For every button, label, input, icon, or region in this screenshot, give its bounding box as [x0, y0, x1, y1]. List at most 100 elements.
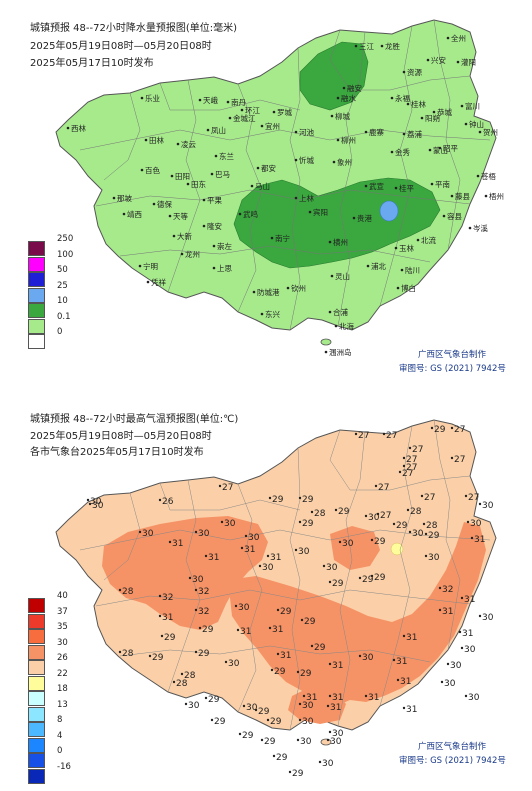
city-marker: 宾阳 [308, 207, 328, 217]
city-label: 平果 [207, 196, 222, 205]
city-marker: 靖西 [122, 209, 142, 219]
temp-station-marker: 30 [322, 563, 338, 573]
city-dot [438, 146, 442, 150]
temp-station-marker: 30 [364, 513, 380, 523]
temp-station-dot [168, 540, 172, 544]
city-label: 蒙山 [433, 145, 448, 155]
temp-value-label: 30 [192, 575, 204, 585]
temp-station-marker: 29 [268, 495, 284, 505]
city-label: 钦州 [291, 283, 306, 293]
temp-station-dot [234, 604, 238, 608]
temp-station-dot [392, 522, 396, 526]
city-dot [430, 182, 434, 186]
temp-station-dot [88, 502, 92, 506]
temp-value-label: 29 [164, 633, 176, 643]
city-marker: 田阳 [170, 172, 190, 181]
temp-station-marker: 27 [402, 463, 417, 473]
temp-station-dot [338, 540, 342, 544]
temp-value-label: 29 [300, 669, 312, 679]
city-label: 田东 [191, 179, 206, 189]
city-label: 上思 [217, 264, 232, 273]
temp-station-marker: 27 [450, 425, 465, 435]
city-marker: 富川 [460, 101, 480, 111]
city-dot [140, 96, 144, 100]
temp-station-dot [382, 432, 386, 436]
temp-legend-swatch [28, 722, 45, 737]
city-dot [402, 132, 406, 136]
precip-maker: 广西区气象台制作 [418, 350, 487, 360]
temp-station-dot [370, 574, 374, 578]
temp-station-dot [294, 548, 298, 552]
temp-value-label: 27 [358, 431, 369, 441]
temp-value-label: 27 [222, 483, 233, 493]
city-label: 防城港 [257, 287, 280, 297]
temp-station-dot [276, 652, 280, 656]
temp-value-label: 29 [304, 617, 316, 627]
city-dot [324, 350, 328, 354]
city-label: 那坡 [117, 193, 132, 203]
city-marker: 凌云 [176, 139, 196, 149]
temp-station-marker: 27 [420, 493, 435, 503]
temp-station-dot [424, 554, 428, 558]
city-marker: 灵山 [330, 271, 350, 281]
temp-station-marker: 31 [458, 629, 473, 639]
city-dot [484, 194, 488, 198]
city-marker: 灌阳 [456, 57, 476, 67]
temp-station-dot [420, 494, 424, 498]
temp-value-label: 27 [454, 425, 465, 435]
city-marker: 北流 [416, 235, 436, 245]
temp-station-dot [310, 510, 314, 514]
temp-station-dot [406, 508, 410, 512]
temp-station-dot [438, 608, 442, 612]
temp-value-label: 29 [280, 607, 292, 617]
temp-station-dot [118, 588, 122, 592]
temp-value-label: 28 [426, 521, 438, 531]
city-label: 荔浦 [407, 129, 422, 139]
city-marker: 宜州 [260, 121, 280, 131]
city-label: 东兰 [219, 151, 234, 161]
city-dot [332, 160, 336, 164]
temp-value-label: 30 [330, 737, 342, 747]
temp-station-dot [450, 426, 454, 430]
temp-value-label: 31 [406, 633, 417, 643]
city-marker: 鹿寨 [364, 127, 384, 137]
city-marker: 柳城 [330, 111, 350, 121]
temp-station-dot [334, 508, 338, 512]
temp-zone-30-35-central [228, 522, 486, 706]
temp-station-marker: 30 [138, 529, 154, 539]
temp-station-marker: 27 [402, 455, 417, 465]
city-marker: 德保 [152, 199, 172, 209]
temp-station-marker: 30 [328, 729, 344, 739]
city-marker: 龙州 [180, 249, 200, 259]
city-label: 恭城 [437, 108, 452, 117]
temp-station-dot [302, 694, 306, 698]
temp-legend-swatch [28, 613, 45, 629]
city-dot [212, 266, 216, 270]
precip-map-number: 审图号: GS (2021) 7942号 [399, 364, 506, 374]
temp-station-marker: 29 [148, 653, 164, 663]
temp-station-marker: 30 [184, 701, 200, 711]
city-label: 资源 [407, 67, 422, 77]
temp-station-marker: 31 [236, 627, 251, 637]
temp-station-dot [424, 532, 428, 536]
temp-station-marker: 30 [294, 547, 310, 557]
temp-station-marker: 26 [158, 497, 174, 507]
city-label: 河池 [299, 127, 314, 137]
temp-value-label: 30 [228, 659, 240, 669]
temp-value-label: 30 [262, 563, 274, 573]
city-label: 大新 [177, 231, 192, 241]
city-marker: 河池 [294, 127, 314, 137]
temp-value-label: 30 [224, 519, 236, 529]
city-marker: 融水 [336, 93, 356, 103]
city-label: 西林 [71, 123, 86, 133]
temp-station-marker: 29 [194, 649, 210, 659]
temp-station-dot [402, 456, 406, 460]
city-label: 北海 [339, 321, 354, 331]
temp-station-dot [402, 634, 406, 638]
temp-value-label: 29 [302, 495, 314, 505]
temp-station-dot [478, 614, 482, 618]
temp-station-dot [242, 704, 246, 708]
city-marker: 武宣 [364, 181, 384, 191]
city-marker: 天等 [168, 211, 188, 221]
temp-station-marker: 30 [298, 717, 314, 727]
